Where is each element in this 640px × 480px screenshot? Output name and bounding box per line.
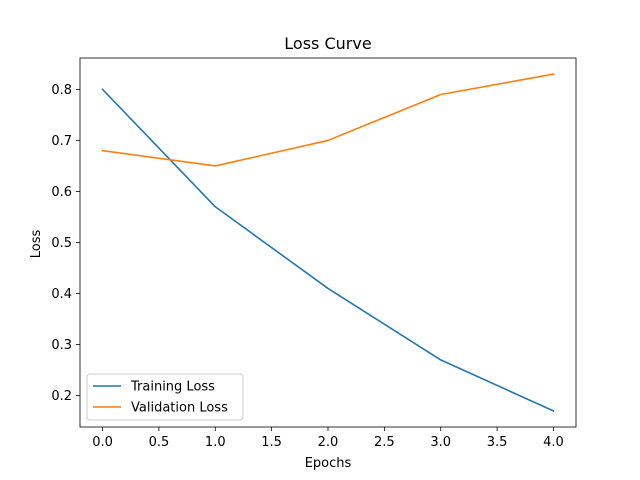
- y-tick-label: 0.6: [51, 185, 72, 200]
- x-tick-label: 3.0: [430, 435, 451, 450]
- series-line-1: [101, 73, 555, 167]
- x-tick-label: 2.5: [374, 435, 395, 450]
- y-tick-label: 0.4: [51, 287, 72, 302]
- x-tick-label: 0.0: [92, 435, 113, 450]
- plot-area: 0.0 0.5 1.0 1.5 2.0 2.5 3.0 3.5 4.0 0.2 0.3 0.4 0.5 0…: [51, 57, 577, 450]
- x-tick-label: 1.0: [205, 435, 226, 450]
- legend: Training Loss Validation Loss: [86, 373, 244, 421]
- x-tick-label: 1.5: [261, 435, 282, 450]
- y-tick-label: 0.3: [51, 338, 72, 353]
- x-axis-title: Epochs: [305, 456, 352, 471]
- y-tick-label: 0.8: [51, 83, 72, 98]
- series-line-0: [101, 88, 555, 412]
- y-tick-label: 0.7: [51, 134, 72, 149]
- x-tick-label: 3.5: [487, 435, 508, 450]
- y-tick-label: 0.5: [51, 236, 72, 251]
- legend-label-0: Training Loss: [130, 380, 215, 395]
- x-tick-label: 4.0: [543, 435, 564, 450]
- y-axis-title: Loss: [29, 230, 44, 259]
- chart-title: Loss Curve: [284, 34, 371, 53]
- x-tick-label: 0.5: [149, 435, 170, 450]
- legend-box: [86, 373, 244, 421]
- legend-label-1: Validation Loss: [131, 401, 228, 416]
- y-tick-label: 0.2: [51, 389, 72, 404]
- x-tick-label: 2.0: [318, 435, 339, 450]
